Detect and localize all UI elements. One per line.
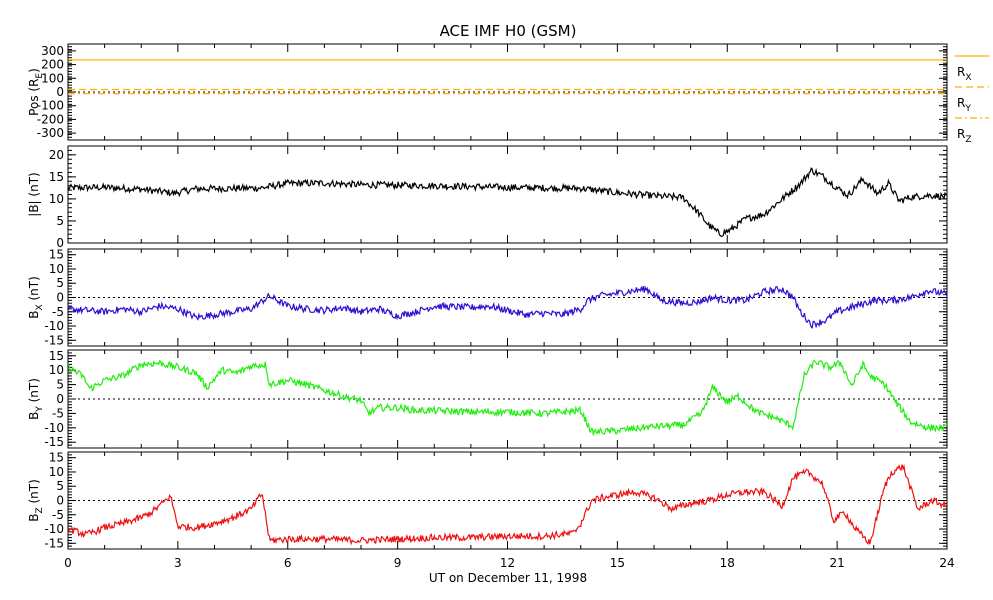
legend-label-main: R <box>957 96 965 110</box>
y-axis-label-end: (nT) <box>27 479 41 507</box>
y-axis-label-sub: E <box>35 73 45 79</box>
y-tick-label: 5 <box>56 276 64 290</box>
y-axis-label-main: |B| (nT) <box>27 172 41 216</box>
series-line-bx <box>67 285 948 329</box>
y-tick-label: 0 <box>56 85 64 99</box>
y-tick-label: -10 <box>44 522 64 536</box>
y-tick-label: 300 <box>41 44 64 58</box>
y-tick-label: -5 <box>52 305 64 319</box>
y-axis-label-sub: Z <box>35 507 45 513</box>
y-tick-label: 15 <box>49 451 64 465</box>
y-tick-label: 10 <box>49 192 64 206</box>
y-axis-label-end: ) <box>27 68 41 73</box>
x-tick-label: 6 <box>284 556 292 570</box>
y-axis-label-main: B <box>27 311 41 319</box>
y-tick-label: 0 <box>56 236 64 250</box>
y-axis-label-bx: BX (nT) <box>27 276 45 319</box>
y-axis-label-sub: X <box>35 304 45 310</box>
y-axis-label-main: B <box>27 412 41 420</box>
y-tick-label: 10 <box>49 262 64 276</box>
y-tick-label: 0 <box>56 494 64 508</box>
y-tick-label: 10 <box>49 465 64 479</box>
y-tick-label: 0 <box>56 291 64 305</box>
x-tick-label: 18 <box>720 556 735 570</box>
x-tick-label: 9 <box>394 556 402 570</box>
y-tick-label: 10 <box>49 363 64 377</box>
x-tick-label: 0 <box>64 556 72 570</box>
legend-label-main: R <box>957 65 965 79</box>
y-tick-label: 5 <box>56 479 64 493</box>
legend-label-sub: Z <box>965 135 971 145</box>
y-axis-label-pos: Pos (RE) <box>27 68 45 116</box>
y-axis-label-sub: Y <box>35 406 45 413</box>
x-tick-label: 24 <box>939 556 954 570</box>
y-axis-label-bz: BZ (nT) <box>27 479 45 522</box>
y-tick-label: -15 <box>44 435 64 449</box>
y-tick-label: 5 <box>56 378 64 392</box>
legend-label: RY <box>957 96 971 114</box>
y-axis-label-main: B <box>27 514 41 522</box>
y-tick-label: 5 <box>56 214 64 228</box>
y-tick-label: -300 <box>37 126 64 140</box>
y-tick-label: -10 <box>44 319 64 333</box>
chart-title: ACE IMF H0 (GSM) <box>440 22 577 40</box>
y-tick-label: -5 <box>52 508 64 522</box>
x-tick-label: 3 <box>174 556 182 570</box>
y-tick-label: 100 <box>41 71 64 85</box>
y-axis-label-end: (nT) <box>27 378 41 406</box>
x-tick-label: 12 <box>500 556 515 570</box>
y-tick-label: -200 <box>37 112 64 126</box>
y-tick-label: -100 <box>37 99 64 113</box>
legend-label: RX <box>957 65 972 83</box>
y-axis-label-by: BY (nT) <box>27 378 45 420</box>
y-tick-label: -10 <box>44 421 64 435</box>
y-tick-label: 200 <box>41 58 64 72</box>
y-axis-label-end: (nT) <box>27 276 41 304</box>
legend-label: RZ <box>957 127 972 145</box>
y-axis-label-main: Pos (R <box>27 79 41 116</box>
y-tick-label: 15 <box>49 170 64 184</box>
y-tick-label: 0 <box>56 392 64 406</box>
y-tick-label: -15 <box>44 536 64 550</box>
series-line-b <box>67 167 948 238</box>
y-tick-label: -15 <box>44 333 64 347</box>
legend-label-sub: Y <box>964 104 971 114</box>
legend-label-sub: X <box>965 73 971 83</box>
panel-bmag: 20 15 10 5 0 |B| (nT) <box>27 145 948 250</box>
series-line-by <box>67 359 948 436</box>
y-tick-label: -5 <box>52 406 64 420</box>
legend-label-main: R <box>957 127 965 141</box>
series-line-bz <box>67 464 948 546</box>
x-axis-label: UT on December 11, 1998 <box>429 571 587 585</box>
y-tick-label: 15 <box>49 349 64 363</box>
panel-frame-bmag <box>67 145 948 244</box>
x-tick-label: 21 <box>829 556 844 570</box>
y-tick-label: 15 <box>49 248 64 262</box>
y-axis-label-bmag: |B| (nT) <box>27 172 41 216</box>
y-tick-label: 20 <box>49 148 64 162</box>
x-tick-label: 15 <box>610 556 625 570</box>
